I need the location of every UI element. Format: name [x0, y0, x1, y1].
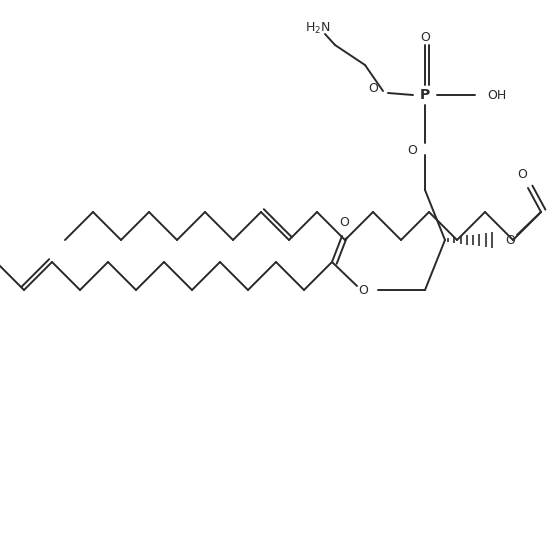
Text: O: O	[420, 30, 430, 44]
Text: O: O	[505, 234, 515, 246]
Text: H$_2$N: H$_2$N	[305, 21, 331, 35]
Text: O: O	[517, 167, 527, 180]
Text: O: O	[339, 216, 349, 228]
Text: P: P	[420, 88, 430, 102]
Text: O: O	[358, 283, 368, 296]
Text: O: O	[368, 82, 378, 95]
Text: O: O	[407, 143, 417, 156]
Text: OH: OH	[487, 88, 506, 101]
